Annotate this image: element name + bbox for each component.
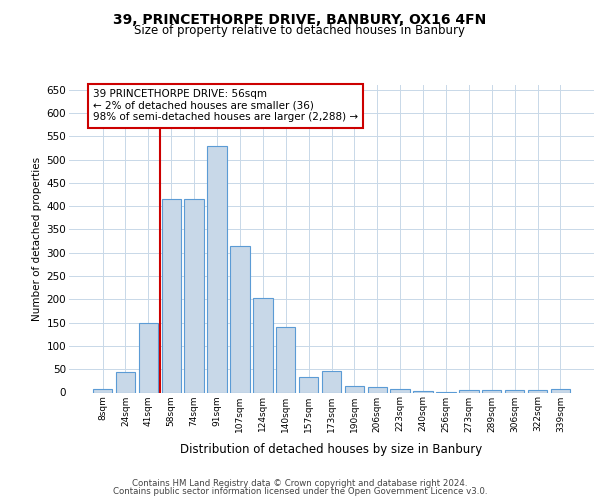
Bar [551,389,570,392]
Bar [505,390,524,392]
Bar [344,386,364,392]
Text: Size of property relative to detached houses in Banbury: Size of property relative to detached ho… [134,24,466,37]
Bar [184,199,204,392]
Bar [161,199,181,392]
Bar [139,322,158,392]
X-axis label: Distribution of detached houses by size in Banbury: Distribution of detached houses by size … [181,443,482,456]
Text: Contains public sector information licensed under the Open Government Licence v3: Contains public sector information licen… [113,487,487,496]
Bar [482,390,502,392]
Bar [368,387,387,392]
Text: Contains HM Land Registry data © Crown copyright and database right 2024.: Contains HM Land Registry data © Crown c… [132,478,468,488]
Bar [322,370,341,392]
Bar [413,390,433,392]
Text: 39, PRINCETHORPE DRIVE, BANBURY, OX16 4FN: 39, PRINCETHORPE DRIVE, BANBURY, OX16 4F… [113,12,487,26]
Text: 39 PRINCETHORPE DRIVE: 56sqm
← 2% of detached houses are smaller (36)
98% of sem: 39 PRINCETHORPE DRIVE: 56sqm ← 2% of det… [93,89,358,122]
Bar [93,389,112,392]
Bar [116,372,135,392]
Bar [528,390,547,392]
Bar [253,298,272,392]
Bar [208,146,227,392]
Bar [391,389,410,392]
Bar [299,376,319,392]
Bar [276,327,295,392]
Bar [459,390,479,392]
Y-axis label: Number of detached properties: Number of detached properties [32,156,43,321]
Bar [230,246,250,392]
